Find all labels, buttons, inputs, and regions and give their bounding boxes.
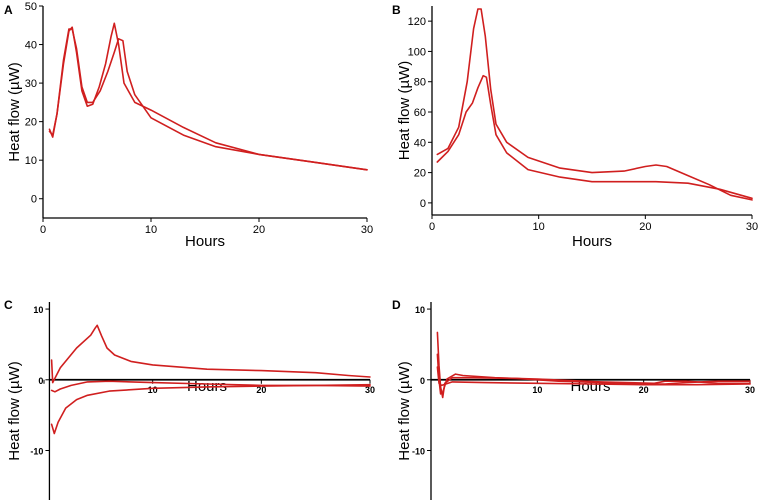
x-tick-label: 20 <box>256 385 266 395</box>
panel-b: B 0 20 40 60 80 100 120 0 10 20 30 Hours Heat flow (µ… <box>392 3 758 250</box>
series-line-3 <box>50 383 371 435</box>
x-tick-label: 0 <box>429 221 435 233</box>
x-tick-label: 20 <box>639 221 651 233</box>
x-tick-label: 30 <box>361 224 373 236</box>
y-tick-label: 60 <box>414 107 426 119</box>
y-tick-label: -10 <box>412 447 425 457</box>
y-tick-label: 40 <box>25 40 37 52</box>
y-tick-label: 30 <box>25 78 37 90</box>
y-tick-label: 0 <box>420 376 425 386</box>
x-tick-label: 20 <box>253 224 265 236</box>
x-tick-label: 0 <box>40 224 46 236</box>
y-tick-label: 10 <box>25 155 37 167</box>
series-line-2 <box>436 74 753 200</box>
series-line-1 <box>436 8 753 201</box>
series-line-1 <box>50 324 371 384</box>
series-line-3 <box>436 366 751 387</box>
panel-letter: C <box>4 298 13 312</box>
y-tick-label: 20 <box>25 117 37 129</box>
panel-a: A 0 10 20 30 40 50 0 10 20 30 Hours Heat flow (µW) <box>4 1 373 250</box>
y-tick-label: 10 <box>33 305 43 315</box>
y-tick-label: 0 <box>38 376 43 386</box>
x-tick-label: 10 <box>148 385 158 395</box>
x-tick-label: 30 <box>746 221 758 233</box>
y-tick-label: -10 <box>30 447 43 457</box>
panel-letter: D <box>392 298 401 312</box>
x-tick-label: 10 <box>145 224 157 236</box>
series-line-2 <box>436 353 751 395</box>
y-tick-label: 0 <box>420 198 426 210</box>
x-axis-title: Hours <box>572 233 612 250</box>
y-axis-title: Heat flow (µW) <box>6 62 23 162</box>
y-tick-label: 120 <box>408 16 426 28</box>
x-tick-label: 10 <box>532 385 542 395</box>
y-tick-label: 0 <box>31 194 37 206</box>
y-tick-label: 10 <box>415 305 425 315</box>
panel-letter: A <box>4 3 13 17</box>
y-axis-title: Heat flow (µW) <box>396 61 413 161</box>
y-tick-label: 100 <box>408 46 426 58</box>
series-line-2 <box>48 28 368 171</box>
x-tick-label: 30 <box>365 385 375 395</box>
x-tick-label: 30 <box>745 385 755 395</box>
y-tick-label: 40 <box>414 137 426 149</box>
y-axis-title: Heat flow (µW) <box>396 361 413 461</box>
panel-letter: B <box>392 3 401 17</box>
y-axis-title: Heat flow (µW) <box>6 361 23 461</box>
x-axis-title: Hours <box>185 233 225 250</box>
y-tick-label: 80 <box>414 77 426 89</box>
x-tick-label: 10 <box>533 221 545 233</box>
y-tick-label: 20 <box>414 168 426 180</box>
x-tick-label: 20 <box>639 385 649 395</box>
y-tick-label: 50 <box>25 1 37 13</box>
